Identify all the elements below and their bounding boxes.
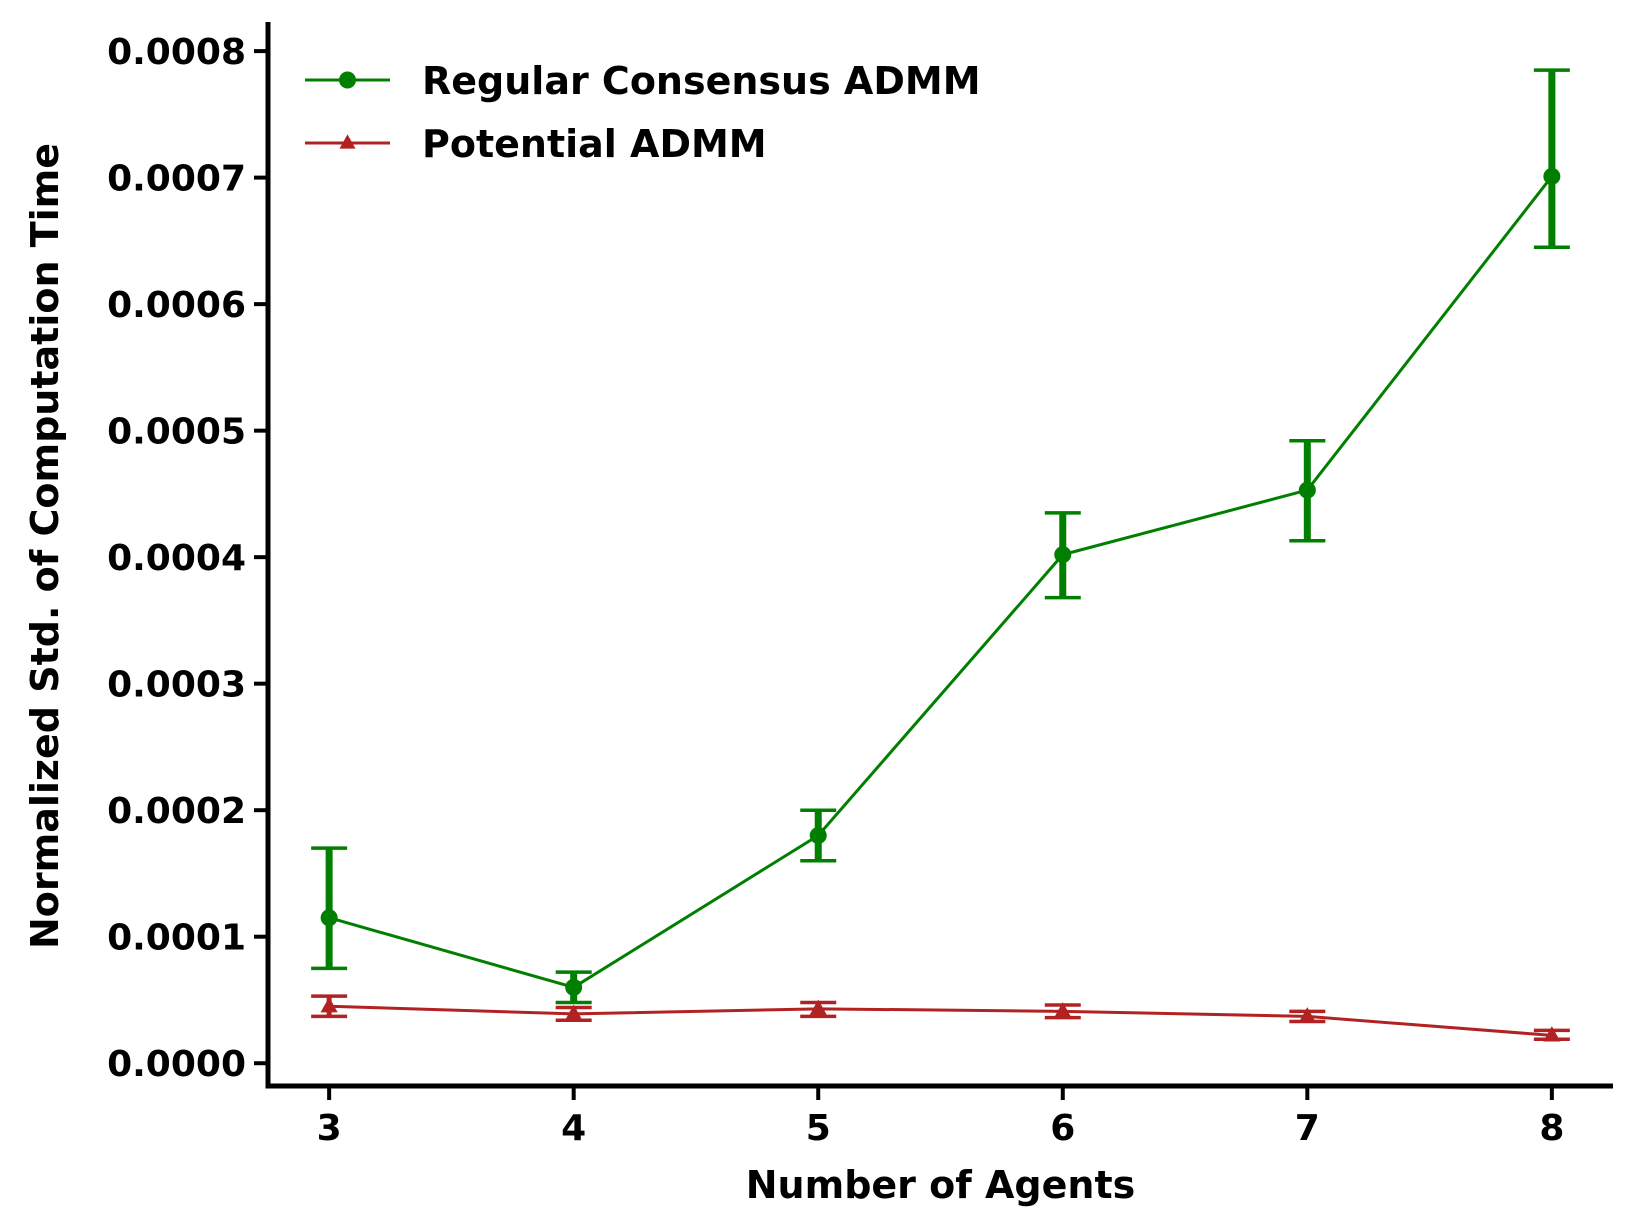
data-point — [320, 997, 338, 1013]
x-tick-label: 8 — [1539, 1108, 1564, 1149]
series-2 — [311, 994, 1570, 1042]
y-tick-label: 0.0008 — [107, 32, 246, 73]
data-point — [1298, 1007, 1316, 1023]
y-tick-label: 0.0004 — [107, 538, 246, 579]
y-tick-label: 0.0001 — [107, 918, 246, 959]
y-tick-label: 0.0006 — [107, 285, 246, 326]
data-point — [1298, 481, 1316, 499]
data-point — [809, 999, 827, 1015]
data-point — [565, 978, 583, 996]
y-tick-label: 0.0003 — [107, 665, 246, 706]
data-point — [320, 909, 338, 927]
x-tick-label: 4 — [561, 1108, 586, 1149]
series-line — [329, 1004, 1552, 1037]
data-point — [565, 1004, 583, 1020]
x-tick-label: 7 — [1295, 1108, 1320, 1149]
x-tick-label: 3 — [317, 1108, 342, 1149]
legend-marker — [339, 134, 356, 149]
y-tick-label: 0.0002 — [107, 791, 246, 832]
data-point — [1543, 1026, 1561, 1042]
y-axis-label: Normalized Std. of Computation Time — [23, 143, 67, 949]
data-point — [1543, 167, 1561, 185]
legend-label: Potential ADMM — [422, 122, 767, 166]
legend-item-2: Potential ADMM — [305, 122, 767, 166]
series-line — [328, 175, 1554, 989]
legend-item-1: Regular Consensus ADMM — [305, 59, 981, 103]
data-point — [809, 826, 827, 844]
x-tick-label: 6 — [1050, 1108, 1075, 1149]
legend-marker — [339, 71, 356, 89]
y-tick-label: 0.0000 — [107, 1044, 246, 1085]
x-tick-label: 5 — [806, 1108, 831, 1149]
data-point — [1054, 1002, 1072, 1018]
data-point — [1054, 546, 1072, 564]
y-tick-label: 0.0005 — [107, 412, 246, 453]
y-tick-label: 0.0007 — [107, 159, 246, 200]
legend: Regular Consensus ADMM Potential ADMM — [305, 59, 981, 166]
x-axis-label: Number of Agents — [746, 1163, 1135, 1207]
axes: 3 4 5 6 7 8 0.0000 0.0001 0.0002 0.0003 0.0004 0.00… — [107, 22, 1613, 1149]
series-1 — [311, 68, 1570, 1005]
legend-label: Regular Consensus ADMM — [422, 59, 981, 103]
plot-area — [311, 68, 1570, 1042]
